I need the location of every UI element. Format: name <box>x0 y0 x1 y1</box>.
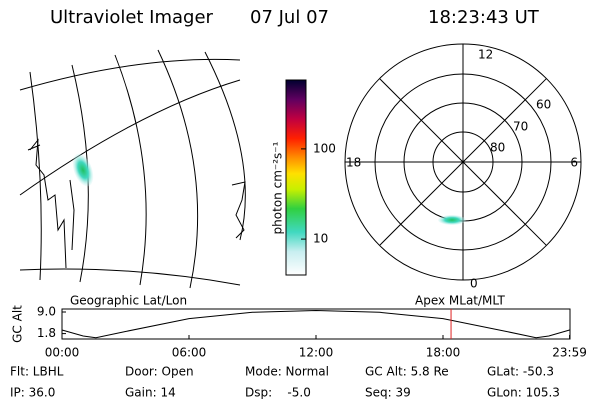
x-tick-label: 06:00 <box>172 346 207 360</box>
x-tick-label: 18:00 <box>426 346 461 360</box>
mlt-label: 18 <box>346 156 361 170</box>
colorbar-tick-label: 100 <box>313 141 336 155</box>
status-field: Flt: LBHL <box>10 365 64 379</box>
status-field: GC Alt: 5.8 Re <box>365 365 449 379</box>
x-tick-label: 12:00 <box>299 346 334 360</box>
time: 18:23:43 UT <box>428 7 540 28</box>
y-tick-label: 1.8 <box>37 326 56 340</box>
altitude-curve <box>61 309 570 339</box>
status-field: IP: 36.0 <box>10 386 55 400</box>
mlt-label: 0 <box>470 277 478 291</box>
mlt-label: 12 <box>478 48 493 62</box>
mlt-spoke <box>379 78 547 246</box>
x-tick-label: 00:00 <box>45 346 80 360</box>
aurora-spot <box>438 215 466 225</box>
panel-label: Geographic Lat/Lon <box>70 294 187 308</box>
x-tick-label: 23:59 <box>552 346 587 360</box>
orbit-frame <box>61 308 571 340</box>
y-axis-label: GC Alt <box>11 305 25 343</box>
panel-label: Apex MLat/MLT <box>415 294 505 308</box>
colorbar-tick-label: 10 <box>313 232 328 246</box>
status-field: Seq: 39 <box>365 386 411 400</box>
status-field: GLon: 105.3 <box>487 386 560 400</box>
status-field: GLat: -50.3 <box>487 365 554 379</box>
mlt-label: 6 <box>570 156 578 170</box>
y-tick-label: 9.0 <box>37 305 56 319</box>
status-field: Dsp: -5.0 <box>245 386 311 400</box>
colorbar-label: photon cm⁻²s⁻¹ <box>271 141 285 234</box>
status-field: Gain: 14 <box>125 386 176 400</box>
lat-label: 70 <box>513 120 528 134</box>
status-field: Door: Open <box>125 365 194 379</box>
geo-map <box>19 49 246 289</box>
date: 07 Jul 07 <box>250 7 329 28</box>
lat-label: 80 <box>490 141 505 155</box>
colorbar <box>285 79 307 276</box>
status-field: Mode: Normal <box>245 365 329 379</box>
lat-label: 60 <box>536 98 551 112</box>
title: Ultraviolet Imager <box>50 7 214 28</box>
